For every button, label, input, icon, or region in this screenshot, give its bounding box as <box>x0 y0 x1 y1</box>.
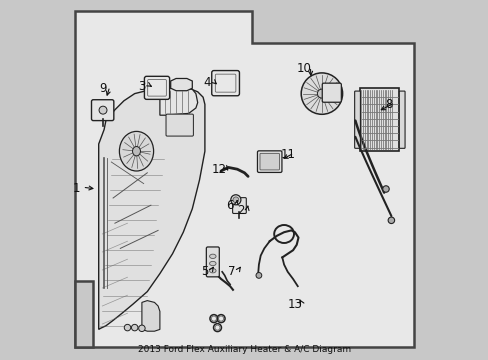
Text: 10: 10 <box>296 62 311 75</box>
Ellipse shape <box>317 89 325 98</box>
FancyBboxPatch shape <box>257 151 282 172</box>
Text: 7: 7 <box>228 265 235 278</box>
FancyBboxPatch shape <box>166 114 193 136</box>
Ellipse shape <box>99 106 107 114</box>
Text: 12: 12 <box>211 163 226 176</box>
Bar <box>359 88 399 151</box>
Ellipse shape <box>301 73 342 114</box>
Ellipse shape <box>232 197 238 203</box>
Text: 8: 8 <box>384 98 391 111</box>
FancyBboxPatch shape <box>260 153 279 170</box>
FancyBboxPatch shape <box>206 247 219 277</box>
Ellipse shape <box>382 186 388 192</box>
Text: 4: 4 <box>203 76 210 89</box>
Text: 2013 Ford Flex Auxiliary Heater & A/C Diagram: 2013 Ford Flex Auxiliary Heater & A/C Di… <box>138 345 350 354</box>
Text: 1: 1 <box>72 183 80 195</box>
FancyBboxPatch shape <box>354 91 360 148</box>
Text: 9: 9 <box>100 82 107 95</box>
Text: 3: 3 <box>138 80 145 93</box>
Ellipse shape <box>209 261 216 266</box>
FancyBboxPatch shape <box>322 83 341 102</box>
Polygon shape <box>75 11 413 347</box>
Polygon shape <box>170 78 192 91</box>
Text: 2: 2 <box>237 204 244 217</box>
Text: 6: 6 <box>226 199 233 212</box>
Ellipse shape <box>124 324 130 331</box>
Ellipse shape <box>230 195 241 205</box>
Text: 5: 5 <box>201 265 208 278</box>
FancyBboxPatch shape <box>211 71 239 96</box>
Text: 11: 11 <box>280 148 295 161</box>
FancyBboxPatch shape <box>144 76 169 99</box>
Ellipse shape <box>131 324 138 331</box>
Text: 13: 13 <box>287 298 302 311</box>
Polygon shape <box>99 86 204 329</box>
Polygon shape <box>75 281 93 347</box>
Ellipse shape <box>256 273 261 278</box>
Ellipse shape <box>119 131 153 171</box>
Ellipse shape <box>132 147 140 156</box>
Polygon shape <box>142 301 160 331</box>
Ellipse shape <box>209 269 216 273</box>
FancyBboxPatch shape <box>399 91 404 148</box>
Ellipse shape <box>387 217 394 224</box>
Ellipse shape <box>209 254 216 258</box>
FancyBboxPatch shape <box>91 100 114 121</box>
FancyBboxPatch shape <box>232 198 246 213</box>
Ellipse shape <box>139 325 145 332</box>
Polygon shape <box>160 88 197 115</box>
